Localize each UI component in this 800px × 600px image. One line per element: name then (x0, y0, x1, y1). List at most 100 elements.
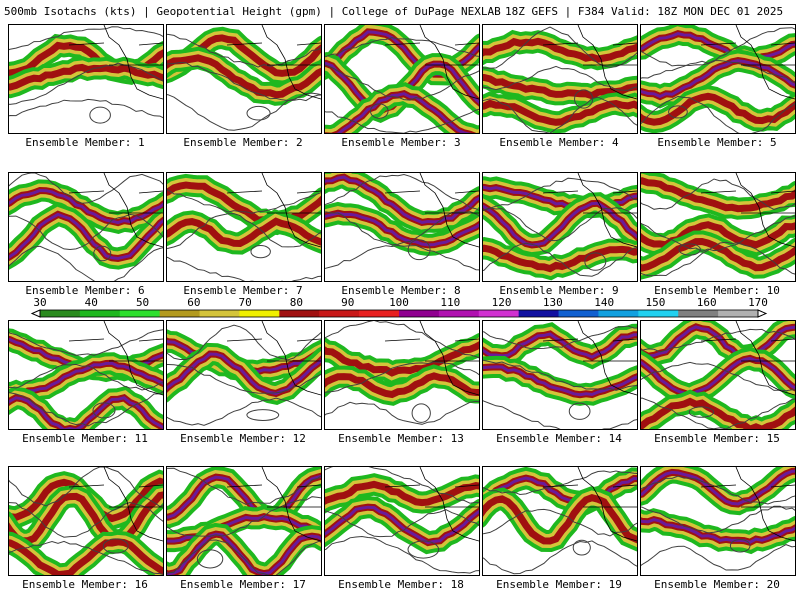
height-contour (9, 363, 163, 391)
jet-band (641, 92, 795, 126)
jet-band (336, 92, 472, 133)
isotach-map (483, 25, 637, 133)
ensemble-member-map (640, 172, 796, 282)
height-contour (9, 173, 163, 204)
jet-band (641, 356, 795, 397)
jet-band (641, 237, 795, 272)
closed-contour (568, 402, 591, 420)
ensemble-member-label: Ensemble Member: 1 (25, 136, 145, 149)
jet-band (641, 518, 795, 544)
ensemble-member-map (482, 24, 638, 134)
height-contour (483, 359, 637, 391)
coastline (384, 25, 479, 100)
isotach-map (325, 321, 479, 425)
colorbar-swatch (119, 310, 161, 317)
coastline (68, 173, 163, 248)
colorbar-swatch (199, 310, 240, 317)
colorbar-outline (39, 309, 759, 318)
jet-band (167, 54, 321, 99)
height-contour (9, 540, 163, 575)
colorbar-swatch (399, 310, 440, 317)
height-contour (325, 361, 479, 393)
jet-band (483, 365, 637, 397)
ensemble-member-map (166, 466, 322, 576)
height-contour (325, 400, 479, 425)
height-contour (9, 390, 163, 427)
ensemble-member-label: Ensemble Member: 6 (25, 284, 145, 297)
ensemble-member-label: Ensemble Member: 13 (338, 432, 464, 445)
closed-contour (250, 245, 271, 259)
isotach-map (483, 467, 637, 575)
height-contour (167, 33, 321, 68)
map-title: 500mb Isotachs (kts) | Geopotential Heig… (4, 5, 501, 18)
ensemble-member-label: Ensemble Member: 11 (22, 432, 148, 445)
jet-band (483, 201, 637, 247)
height-contour (641, 178, 795, 210)
isotach-map (483, 173, 637, 281)
height-contour (167, 496, 321, 537)
closed-contour (93, 245, 112, 262)
coastline (68, 321, 163, 396)
ensemble-member-map (482, 172, 638, 282)
colorbar-swatch (598, 310, 639, 317)
coastline (542, 321, 637, 396)
jet-band (9, 538, 163, 575)
ensemble-member-label: Ensemble Member: 3 (341, 136, 461, 149)
isotach-map (483, 321, 637, 429)
height-contour (325, 321, 479, 359)
jet-band (325, 341, 479, 377)
colorbar-swatch (79, 310, 121, 317)
coastline (700, 173, 795, 248)
height-contour (9, 62, 163, 105)
height-contour (9, 501, 163, 538)
height-contour (641, 397, 795, 429)
coastline (226, 467, 321, 542)
jet-band (483, 37, 637, 63)
height-contour (325, 64, 479, 101)
closed-contour (411, 403, 431, 423)
ensemble-member-map (482, 320, 638, 430)
closed-contour (92, 402, 116, 419)
height-contour (483, 325, 637, 350)
jet-band (641, 32, 795, 62)
ensemble-member-map (324, 24, 480, 134)
colorbar-tick-label: 60 (187, 296, 201, 309)
jet-band (483, 494, 637, 545)
ensemble-member-map (8, 24, 164, 134)
height-contour (167, 397, 321, 426)
ensemble-member-label: Ensemble Member: 8 (341, 284, 461, 297)
ensemble-member-label: Ensemble Member: 4 (499, 136, 619, 149)
height-contour (167, 539, 321, 575)
colorbar-swatch (239, 310, 280, 317)
ensemble-member-label: Ensemble Member: 14 (496, 432, 622, 445)
height-contour (325, 244, 479, 271)
ensemble-member-label: Ensemble Member: 9 (499, 284, 619, 297)
ensemble-member-label: Ensemble Member: 2 (183, 136, 303, 149)
ensemble-member-label: Ensemble Member: 12 (180, 432, 306, 445)
coastline (226, 173, 321, 248)
jet-band (641, 177, 795, 213)
colorbar-swatch (40, 310, 81, 317)
colorbar-tick-label: 70 (238, 296, 252, 309)
coastline (542, 467, 637, 542)
height-contour (641, 241, 795, 277)
isotach-map (641, 467, 795, 571)
colorbar-tick-label: 30 (33, 296, 47, 309)
ensemble-member-label: Ensemble Member: 15 (654, 432, 780, 445)
ensemble-member-map (324, 466, 480, 576)
height-contour (325, 173, 479, 212)
jet-band (483, 476, 637, 505)
coastline (384, 467, 479, 542)
colorbar-end-arrow (30, 309, 41, 318)
height-contour (483, 242, 637, 277)
isotach-map (641, 173, 795, 280)
jet-band (9, 212, 163, 261)
height-contour (325, 211, 479, 246)
isotach-colorbar: 30 40 50 60 70 80 90 100 110 120 130 140 150 160 170 (0, 296, 800, 320)
isotach-map (325, 173, 479, 271)
colorbar-end-arrow (757, 309, 768, 318)
height-contour (9, 329, 163, 356)
coastline (226, 321, 321, 396)
closed-contour (89, 106, 111, 124)
jet-band (167, 217, 321, 248)
